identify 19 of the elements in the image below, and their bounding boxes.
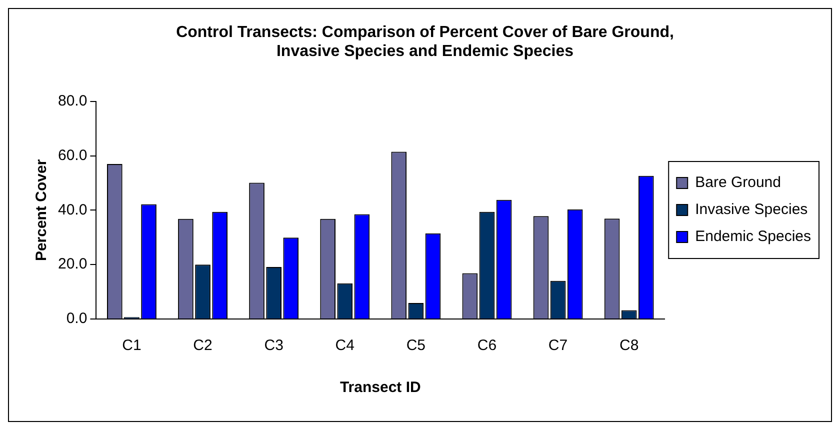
x-tick-label: C2 (193, 337, 212, 354)
y-tick-label: 80.0 (58, 92, 88, 110)
y-axis-title: Percent Cover (33, 159, 50, 262)
x-tick-label: C3 (264, 337, 284, 354)
x-tick-label: C8 (619, 337, 639, 354)
x-tick-label: C4 (335, 337, 354, 354)
x-axis-title: Transect ID (340, 379, 421, 396)
chart-title: Control Transects: Comparison of Percent Cover of Bare Ground, Invasive Species and Endemic Species (176, 24, 674, 60)
legend-label: Endemic Species (695, 228, 812, 246)
y-tick-label: 60.0 (58, 146, 88, 164)
y-tick-label: 0.0 (66, 310, 88, 328)
y-tick-label: 40.0 (58, 201, 88, 218)
legend-label: Invasive Species (695, 201, 808, 218)
x-tick-label: C5 (406, 337, 426, 354)
x-tick-label: C1 (122, 337, 142, 354)
legend-label: Bare Ground (695, 174, 781, 192)
x-tick-label: C6 (477, 337, 497, 354)
y-tick-label: 20.0 (58, 256, 88, 273)
x-tick-label: C7 (548, 337, 568, 354)
